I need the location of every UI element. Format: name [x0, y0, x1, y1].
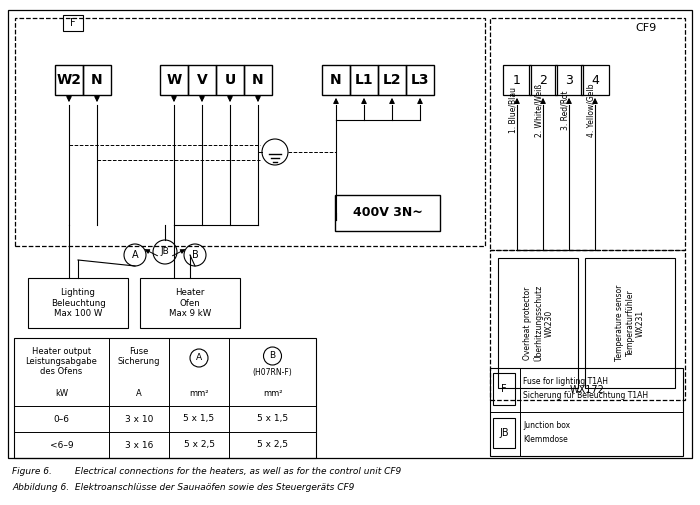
Bar — [490, 368, 683, 456]
Text: Abbildung 6.  Elektroanschlüsse der Sauнаöfen sowie des Steuergeräts CF9: Abbildung 6. Elektroanschlüsse der Sauна… — [12, 482, 354, 491]
Text: B: B — [192, 250, 198, 260]
Text: WX172: WX172 — [570, 385, 605, 395]
Text: Sicherung für Beleuchtung T1AH: Sicherung für Beleuchtung T1AH — [523, 390, 648, 399]
Bar — [406, 65, 434, 95]
Text: 400V 3N~: 400V 3N~ — [353, 207, 422, 220]
Bar — [335, 195, 440, 231]
Text: L3: L3 — [411, 73, 429, 87]
Text: 3: 3 — [565, 74, 573, 86]
Bar — [322, 65, 350, 95]
Text: 3. Red/Rot: 3. Red/Rot — [560, 90, 569, 130]
Text: JB: JB — [160, 247, 169, 257]
Text: CF9: CF9 — [636, 23, 657, 33]
Text: Junction box: Junction box — [523, 422, 570, 430]
Bar — [585, 258, 675, 388]
Text: 2: 2 — [539, 74, 547, 86]
Text: Overheat protector
Überhitzungsschutz
WX230: Overheat protector Überhitzungsschutz WX… — [523, 285, 554, 361]
Text: <6–9: <6–9 — [50, 440, 74, 449]
Bar — [28, 278, 128, 328]
Text: JB: JB — [499, 428, 509, 438]
Text: 1. Blue/Blau: 1. Blue/Blau — [508, 87, 517, 133]
Text: des Ofens: des Ofens — [41, 368, 83, 377]
Text: Leistungsabgabe: Leistungsabgabe — [26, 358, 97, 367]
Text: F: F — [70, 18, 76, 28]
Bar — [8, 10, 692, 458]
Text: B: B — [270, 351, 276, 361]
Bar — [493, 418, 515, 448]
Text: Sicherung: Sicherung — [118, 358, 160, 367]
Text: 1: 1 — [513, 74, 521, 86]
Text: Lighting
Beleuchtung
Max 100 W: Lighting Beleuchtung Max 100 W — [50, 288, 106, 318]
Bar — [529, 65, 557, 95]
Text: Figure 6.        Electrical connections for the heaters, as well as for the cont: Figure 6. Electrical connections for the… — [12, 468, 401, 477]
Bar — [15, 18, 485, 246]
Text: (H07RN-F): (H07RN-F) — [253, 369, 293, 378]
Text: U: U — [225, 73, 236, 87]
Text: Heater output: Heater output — [32, 347, 91, 357]
Text: 5 x 2,5: 5 x 2,5 — [183, 440, 214, 449]
Bar — [63, 15, 83, 31]
Text: 3 x 10: 3 x 10 — [125, 415, 153, 424]
Text: F: F — [501, 384, 507, 394]
Text: 4: 4 — [591, 74, 599, 86]
Text: A: A — [132, 250, 139, 260]
Text: L1: L1 — [355, 73, 373, 87]
Text: Klemmdose: Klemmdose — [523, 434, 568, 443]
Text: 5 x 2,5: 5 x 2,5 — [257, 440, 288, 449]
Text: L2: L2 — [383, 73, 401, 87]
Text: 3 x 16: 3 x 16 — [125, 440, 153, 449]
Bar — [490, 18, 685, 250]
Bar — [503, 65, 531, 95]
Bar — [216, 65, 244, 95]
Text: A: A — [136, 388, 142, 397]
Text: Fuse for lighting T1AH: Fuse for lighting T1AH — [523, 378, 608, 386]
Bar — [493, 373, 515, 405]
Text: 2. White/Weiß: 2. White/Weiß — [534, 83, 543, 137]
Bar — [140, 278, 240, 328]
Text: 5 x 1,5: 5 x 1,5 — [257, 415, 288, 424]
Text: N: N — [252, 73, 264, 87]
Bar — [244, 65, 272, 95]
Bar — [581, 65, 609, 95]
Text: W: W — [167, 73, 181, 87]
Bar — [83, 65, 111, 95]
Text: Heater
Ofen
Max 9 kW: Heater Ofen Max 9 kW — [169, 288, 211, 318]
Text: 4. Yellow/Gelb: 4. Yellow/Gelb — [586, 83, 595, 137]
Bar — [188, 65, 216, 95]
Text: N: N — [330, 73, 342, 87]
Bar — [498, 258, 578, 388]
Bar — [160, 65, 188, 95]
Text: N: N — [91, 73, 103, 87]
Bar — [55, 65, 83, 95]
Text: kW: kW — [55, 388, 68, 397]
Text: Temperature sensor
Temperaturfühler
WX231: Temperature sensor Temperaturfühler WX23… — [615, 285, 645, 361]
Text: W2: W2 — [57, 73, 81, 87]
Text: 5 x 1,5: 5 x 1,5 — [183, 415, 215, 424]
Text: A: A — [196, 354, 202, 363]
Text: V: V — [197, 73, 207, 87]
Bar — [14, 338, 316, 458]
Text: mm²: mm² — [189, 388, 209, 397]
Bar — [490, 250, 685, 400]
Bar — [555, 65, 583, 95]
Bar — [350, 65, 378, 95]
Text: 0–6: 0–6 — [53, 415, 69, 424]
Text: mm²: mm² — [262, 388, 282, 397]
Bar — [378, 65, 406, 95]
Text: Fuse: Fuse — [130, 347, 148, 357]
